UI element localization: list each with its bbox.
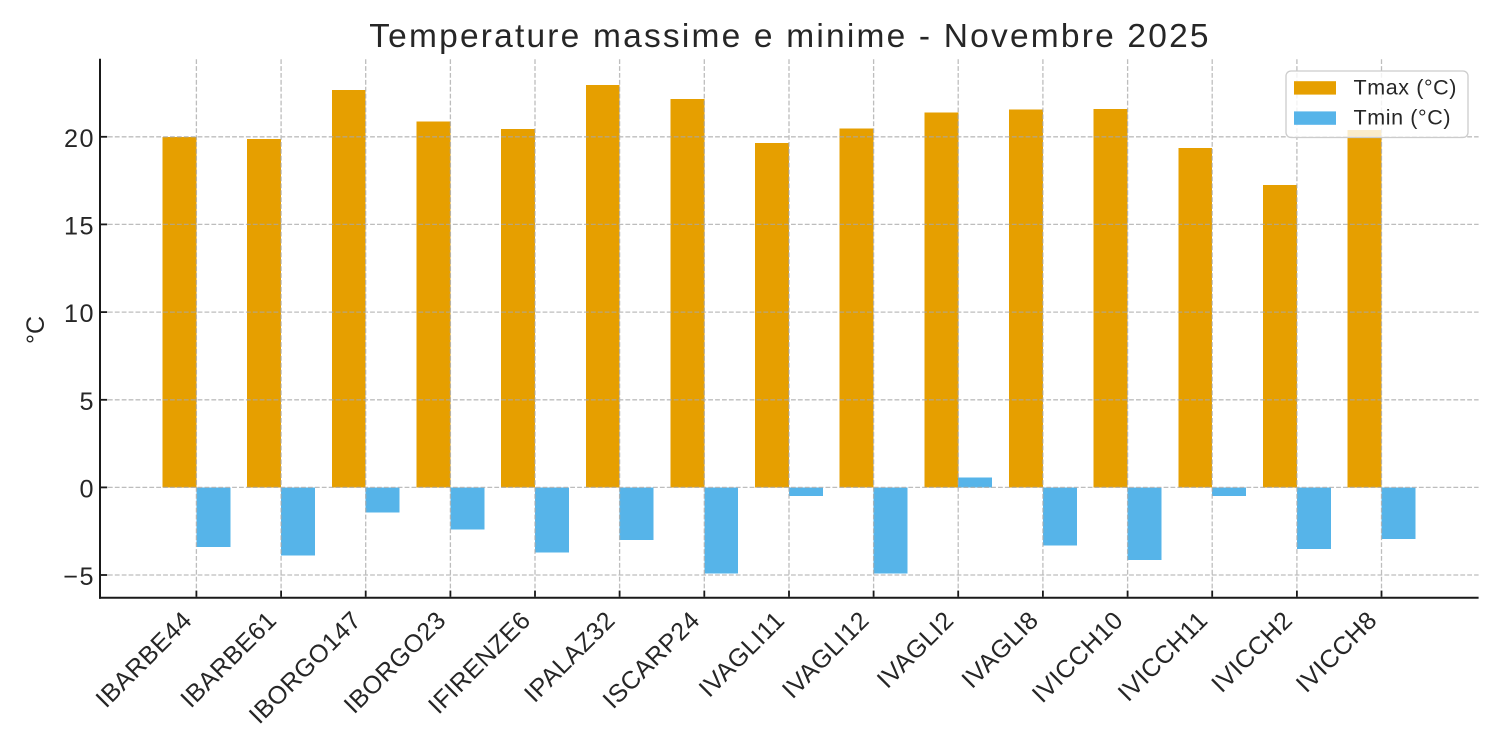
svg-text:10: 10 (64, 300, 95, 328)
svg-text:−5: −5 (63, 563, 95, 591)
svg-text:Tmin (°C): Tmin (°C) (1354, 106, 1452, 130)
svg-text:Tmax (°C): Tmax (°C) (1354, 76, 1458, 100)
svg-text:20: 20 (64, 125, 95, 153)
svg-text:0: 0 (79, 475, 95, 503)
svg-text:5: 5 (79, 388, 95, 416)
svg-text:Temperature massime e minime -: Temperature massime e minime - Novembre … (369, 18, 1211, 55)
svg-text:°C: °C (22, 316, 50, 344)
svg-text:15: 15 (64, 212, 95, 240)
